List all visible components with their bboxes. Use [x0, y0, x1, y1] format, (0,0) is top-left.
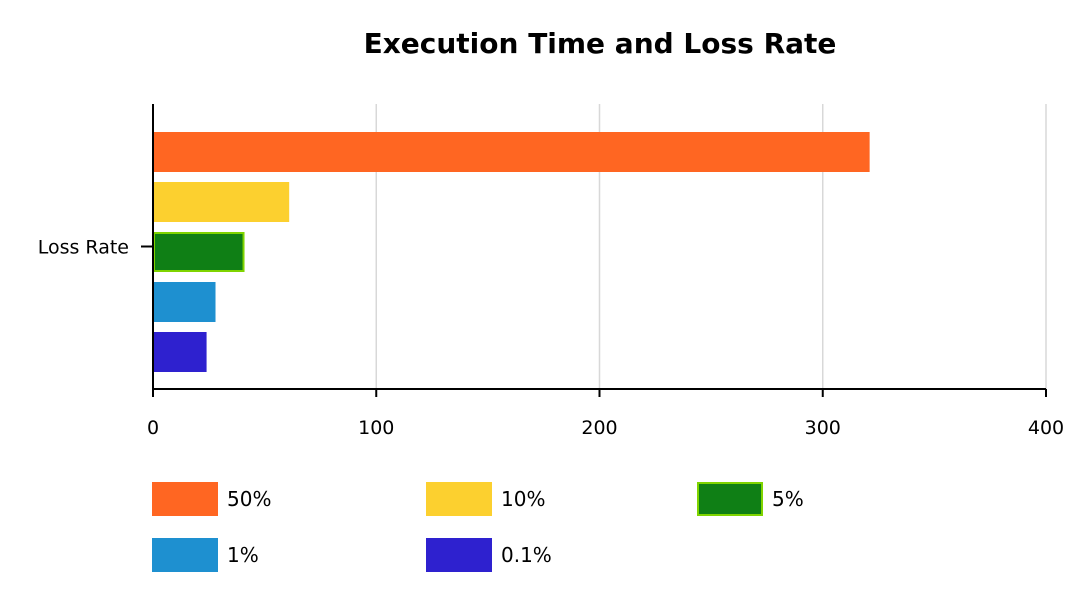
legend-swatch [152, 482, 218, 516]
bar [153, 282, 216, 322]
bar [153, 332, 207, 372]
x-tick-label: 200 [581, 417, 617, 439]
legend-swatch [697, 482, 763, 516]
legend: 50% 10% 5% 1% 0.1% [152, 482, 804, 572]
x-tick-label: 100 [358, 417, 394, 439]
legend-item: 50% [152, 482, 271, 516]
legend-label: 5% [772, 487, 804, 511]
legend-item: 1% [152, 538, 259, 572]
axes [141, 104, 1047, 397]
bar [153, 232, 245, 272]
legend-label: 1% [227, 543, 259, 567]
y-tick-label: Loss Rate [38, 237, 129, 259]
chart-title: Execution Time and Loss Rate [364, 27, 837, 60]
legend-item: 10% [426, 482, 545, 516]
legend-item: 0.1% [426, 538, 552, 572]
tick-labels: 0 100 200 300 400 [147, 417, 1064, 439]
legend-label: 0.1% [501, 543, 552, 567]
legend-swatch [426, 482, 492, 516]
legend-label: 10% [501, 487, 545, 511]
legend-swatch [152, 538, 218, 572]
legend-label: 50% [227, 487, 271, 511]
x-tick-label: 400 [1028, 417, 1064, 439]
bars [153, 132, 870, 372]
legend-swatch [426, 538, 492, 572]
bar [153, 132, 870, 172]
x-tick-label: 0 [147, 417, 159, 439]
x-tick-label: 300 [805, 417, 841, 439]
bar [153, 182, 290, 222]
legend-item: 5% [697, 482, 804, 516]
category-labels: Loss Rate [38, 237, 129, 259]
